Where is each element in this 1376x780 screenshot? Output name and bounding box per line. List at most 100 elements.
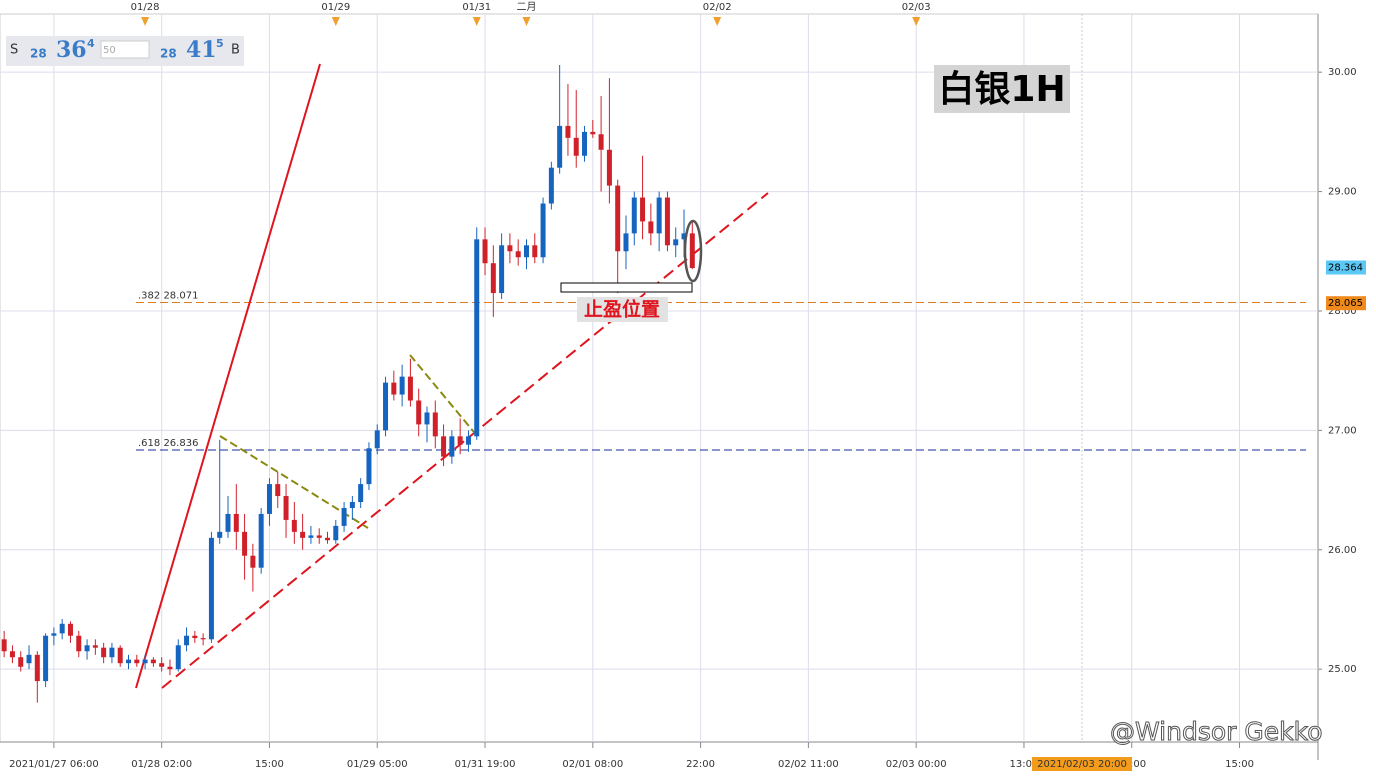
top-date-label: 01/28 <box>131 2 160 13</box>
candle-body <box>192 635 198 639</box>
candle-body <box>523 245 529 258</box>
candle-body <box>689 233 695 268</box>
candle-body <box>291 519 297 532</box>
candle-body <box>441 436 447 457</box>
candle-body <box>681 233 687 240</box>
candle-body <box>449 436 455 457</box>
candle-body <box>507 245 513 252</box>
candle-body <box>217 531 223 538</box>
candle-body <box>374 430 380 449</box>
top-marker <box>472 17 481 26</box>
candle-body <box>258 513 264 568</box>
price-tag-label: 28.364 <box>1328 263 1363 274</box>
trendline-olive <box>409 354 479 438</box>
y-tick-label: 26.00 <box>1328 545 1357 556</box>
title-box <box>934 65 1070 113</box>
candle-body <box>432 412 438 437</box>
candle-body <box>225 513 231 532</box>
top-date-label: 01/31 <box>462 2 491 13</box>
candle-body <box>474 239 480 437</box>
candle-body <box>184 635 190 646</box>
candle-body <box>9 651 15 658</box>
lot-input[interactable] <box>100 40 150 59</box>
y-tick-label: 25.00 <box>1328 664 1357 675</box>
candle-body <box>18 657 24 667</box>
x-tick-label: 02/01 08:00 <box>562 759 623 770</box>
cursor-label: 2021/02/03 20:00 <box>1037 759 1127 770</box>
candle-body <box>308 535 314 538</box>
fib-label: .618 26.836 <box>138 438 198 449</box>
candle-body <box>325 537 330 541</box>
candle-body <box>590 131 596 135</box>
quote-sell-big: 28 <box>30 47 47 61</box>
top-marker <box>141 17 150 26</box>
candle-body <box>142 659 148 664</box>
candle-body <box>150 659 156 664</box>
annotation-box <box>577 297 668 322</box>
quote-buy-main: 41 <box>186 37 217 63</box>
top-marker <box>331 17 340 26</box>
chart-title: 白银1H <box>938 69 1065 110</box>
candle-body <box>242 531 248 556</box>
fib-layer: .382 28.071 .618 26.836 <box>136 290 1306 451</box>
candle-body <box>200 638 206 640</box>
candle-body <box>316 535 322 538</box>
candle-body <box>26 654 32 664</box>
grid-layer <box>0 14 1318 742</box>
candle-body <box>266 484 272 514</box>
candle-body <box>76 635 82 652</box>
candle-body <box>175 645 181 670</box>
x-tick-label: 01/29 05:00 <box>347 759 408 770</box>
candle-body <box>623 233 629 252</box>
candle-body <box>366 448 372 485</box>
candle-body <box>664 197 670 246</box>
top-date-label: 02/03 <box>902 2 931 13</box>
top-date-label: 02/02 <box>703 2 732 13</box>
candle-body <box>109 647 115 658</box>
x-tick-label: 02/03 00:00 <box>886 759 947 770</box>
quote-buy-label: B <box>231 43 240 58</box>
candle-body <box>656 197 662 234</box>
x-tick-label: 15:00 <box>255 759 284 770</box>
x-tick-label: 01/28 02:00 <box>131 759 192 770</box>
candle-body <box>67 623 73 636</box>
candle-body <box>159 663 165 667</box>
candle-body <box>490 263 496 294</box>
candle-body <box>598 134 604 150</box>
quote-buy-big: 28 <box>160 47 177 61</box>
candle-body <box>101 647 107 658</box>
candle-body <box>59 623 65 634</box>
y-tick-label: 29.00 <box>1328 187 1357 198</box>
y-tick-label: 28.00 <box>1328 306 1357 317</box>
top-date-label: 01/29 <box>321 2 350 13</box>
lot-value: 50 <box>103 45 116 56</box>
candle-body <box>349 502 355 508</box>
candle-body <box>416 400 422 425</box>
candle-body <box>34 654 40 682</box>
candle-body <box>606 149 612 186</box>
top-marker <box>713 17 722 26</box>
quote-sell-sup: 4 <box>87 37 95 50</box>
candle-body <box>167 666 173 670</box>
candle-body <box>565 125 571 138</box>
candle-body <box>548 167 554 204</box>
axis-layer: 25.00 26.00 27.00 28.00 29.00 30.00 2021/01/27… <box>9 1 1366 771</box>
x-tick-label: 13:00 <box>1010 759 1039 770</box>
candle-layer <box>1 65 695 703</box>
candle-body <box>640 197 646 222</box>
quote-sell-label: S <box>10 43 18 58</box>
candle-body <box>84 645 90 652</box>
price-tag <box>1326 296 1366 311</box>
candle-body <box>673 239 679 246</box>
candle-body <box>134 659 140 664</box>
candle-body <box>399 376 405 395</box>
fib-label: .382 28.071 <box>138 290 198 301</box>
x-tick-label: 2021/01/27 06:00 <box>9 759 99 770</box>
candle-body <box>51 633 57 636</box>
candle-body <box>615 185 621 252</box>
candle-body <box>300 531 306 538</box>
candle-body <box>275 484 281 497</box>
candle-body <box>283 496 289 520</box>
x-tick-label: 01/31 19:00 <box>455 759 516 770</box>
